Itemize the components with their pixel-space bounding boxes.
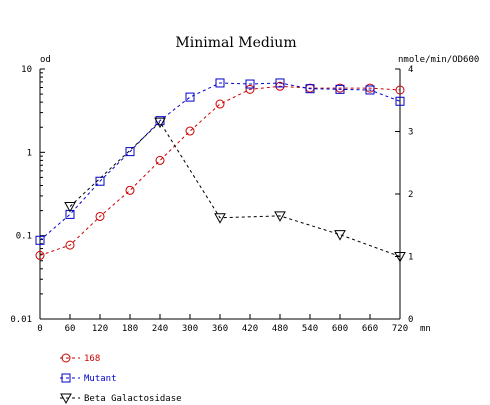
y-right-tick-label: 4 <box>408 65 413 75</box>
x-tick-label: 60 <box>65 324 76 334</box>
x-tick-label: 300 <box>182 324 198 334</box>
x-tick-label: 360 <box>212 324 228 334</box>
y-left-tick-label: 0.1 <box>16 232 32 242</box>
x-tick-label: 240 <box>152 324 168 334</box>
x-tick-label: 0 <box>37 324 42 334</box>
data-point <box>65 240 75 250</box>
data-point <box>245 79 255 89</box>
data-point <box>35 250 45 260</box>
data-point <box>215 78 225 88</box>
data-point <box>365 85 375 95</box>
x-tick-label: 720 <box>392 324 408 334</box>
legend: 168 Mutant Beta Galactosidase <box>60 353 182 405</box>
chart-title: Minimal Medium <box>175 35 296 51</box>
series-layer <box>35 78 406 263</box>
x-axis-ticks: 0 60 120 180 240 300 360 420 480 540 600 660 720 <box>37 314 408 334</box>
data-point <box>275 78 285 88</box>
data-point <box>214 213 226 224</box>
x-tick-label: 480 <box>272 324 288 334</box>
data-point <box>245 84 255 94</box>
data-point <box>125 147 135 157</box>
data-point <box>95 176 105 186</box>
data-point <box>305 84 315 94</box>
x-axis-label: mn <box>420 324 431 334</box>
y-right-tick-label: 1 <box>408 253 413 263</box>
y-left-axis-label: od <box>40 55 51 65</box>
series-line <box>39 85 401 256</box>
data-point <box>64 202 76 213</box>
x-tick-label: 420 <box>242 324 258 334</box>
data-point <box>95 211 105 221</box>
y-right-tick-label: 2 <box>408 190 413 200</box>
data-point <box>154 117 166 129</box>
data-point <box>155 155 165 165</box>
data-point <box>395 85 405 95</box>
x-tick-label: 120 <box>92 324 108 334</box>
data-point <box>65 209 75 219</box>
data-point <box>334 230 346 241</box>
x-tick-label: 180 <box>122 324 138 334</box>
x-tick-label: 540 <box>302 324 318 334</box>
series-line <box>39 82 401 241</box>
data-point <box>185 126 195 136</box>
legend-label: Beta Galactosidase <box>84 394 182 404</box>
y-left-tick-label: 10 <box>21 65 32 75</box>
legend-label: 168 <box>84 354 100 364</box>
data-point <box>335 84 345 94</box>
y-left-tick-label: 1 <box>27 148 32 158</box>
series-line <box>69 121 401 257</box>
x-tick-label: 660 <box>362 324 378 334</box>
y-left-tick-label: 0.01 <box>10 315 32 325</box>
data-point <box>395 96 405 106</box>
y-right-tick-label: 0 <box>408 315 413 325</box>
data-point <box>35 235 45 245</box>
x-tick-label: 600 <box>332 324 348 334</box>
y-left-axis-ticks: 0.01 0.1 1 10 <box>10 65 45 325</box>
data-point <box>125 185 135 195</box>
data-point <box>394 252 406 263</box>
legend-marker <box>61 373 71 383</box>
legend-marker <box>60 393 72 405</box>
data-point <box>215 99 225 109</box>
y-right-axis-label: nmole/min/OD600 <box>398 55 479 65</box>
data-point <box>185 92 195 102</box>
data-point <box>274 211 286 222</box>
legend-label: Mutant <box>84 374 117 384</box>
legend-marker <box>61 353 71 363</box>
y-right-tick-label: 3 <box>408 128 413 138</box>
